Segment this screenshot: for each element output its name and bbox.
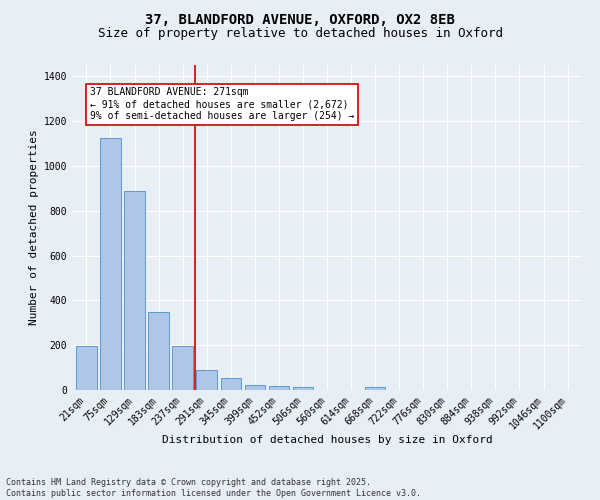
Bar (148, 312, 169, 390)
Y-axis label: Number of detached properties: Number of detached properties (29, 130, 40, 326)
Bar (365, 387, 385, 390)
Text: Contains HM Land Registry data © Crown copyright and database right 2025.
Contai: Contains HM Land Registry data © Crown c… (6, 478, 421, 498)
Text: 37, BLANDFORD AVENUE, OXFORD, OX2 8EB: 37, BLANDFORD AVENUE, OXFORD, OX2 8EB (145, 12, 455, 26)
Bar (172, 346, 193, 390)
Bar (269, 386, 289, 390)
Bar (124, 190, 145, 390)
Bar (100, 138, 121, 390)
Bar (221, 378, 241, 390)
X-axis label: Distribution of detached houses by size in Oxford: Distribution of detached houses by size … (161, 435, 493, 445)
Bar (245, 385, 265, 390)
Bar (293, 387, 313, 390)
Text: Size of property relative to detached houses in Oxford: Size of property relative to detached ho… (97, 28, 503, 40)
Text: 37 BLANDFORD AVENUE: 271sqm
← 91% of detached houses are smaller (2,672)
9% of s: 37 BLANDFORD AVENUE: 271sqm ← 91% of det… (90, 88, 355, 120)
Bar (196, 370, 217, 390)
Bar (76, 346, 97, 390)
